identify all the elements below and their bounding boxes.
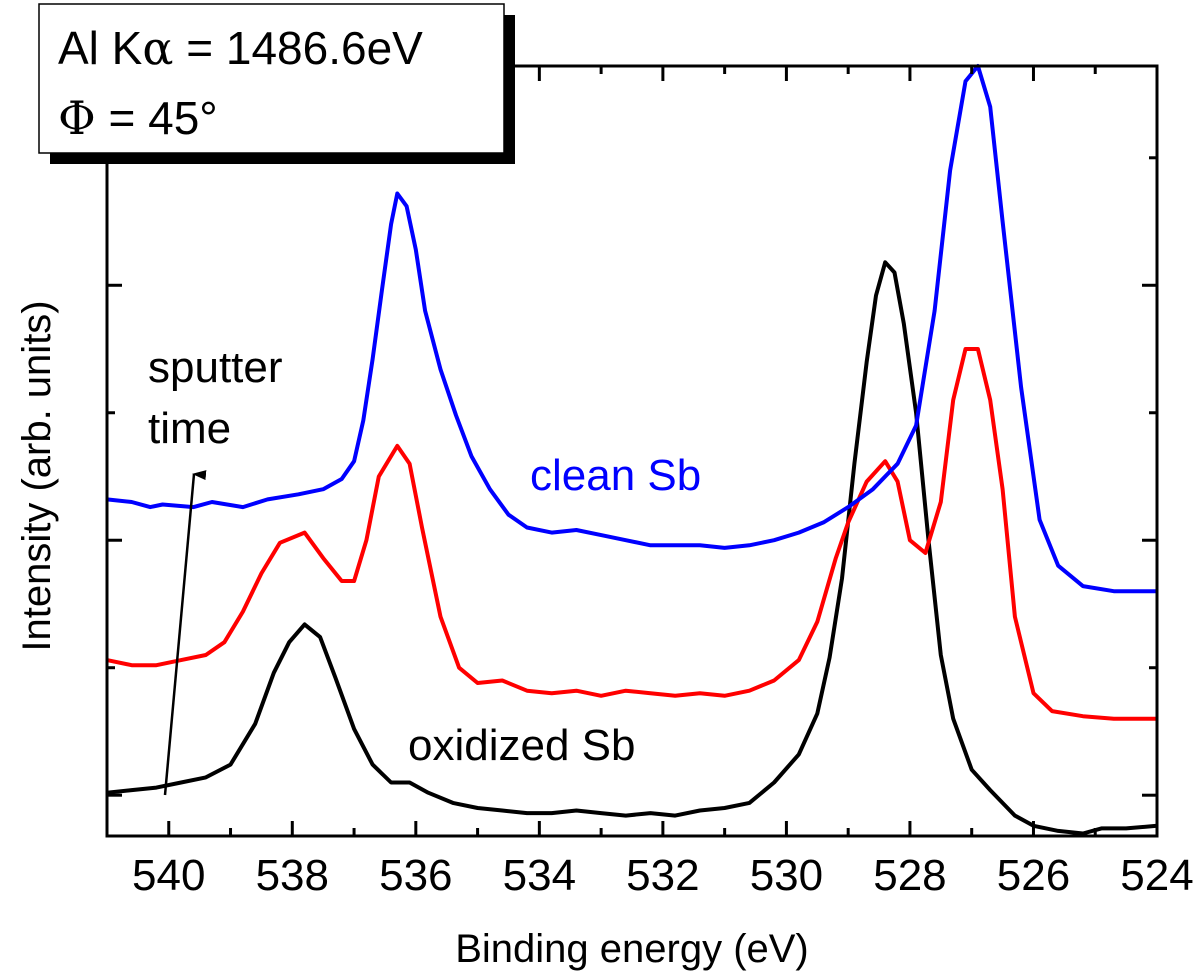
x-axis-title: Binding energy (eV) — [455, 927, 809, 971]
info-line1-suffix: = 1486.6eV — [173, 22, 423, 74]
sputter-time-label-line2: time — [148, 404, 231, 453]
series-line-clean-sb — [106, 64, 1157, 594]
info-line-angle: Φ = 45° — [58, 91, 218, 145]
x-tick-label: 534 — [503, 851, 576, 900]
series-layer — [106, 64, 1158, 836]
sputter-time-arrow-icon — [163, 470, 207, 796]
series-line-oxidized-sb — [106, 260, 1158, 836]
plot-frame — [105, 64, 1159, 838]
sputter-time-label-line1: sputter — [148, 343, 283, 392]
x-tick-label: 524 — [1120, 851, 1193, 900]
oxidized-sb-label: oxidized Sb — [408, 721, 635, 770]
x-tick-label: 526 — [997, 851, 1070, 900]
series-line-intermediate — [106, 347, 1157, 721]
x-tick-label: 528 — [873, 851, 946, 900]
x-tick-label: 532 — [626, 851, 699, 900]
clean-sb-label: clean Sb — [530, 451, 701, 500]
info-line1-greek: α — [142, 21, 173, 75]
info-line1-prefix: Al K — [58, 22, 143, 74]
info-line2-greek: Φ — [58, 91, 96, 145]
x-tick-label: 536 — [379, 851, 452, 900]
info-line-excitation: Al Kα = 1486.6eV — [58, 21, 423, 75]
info-line2-suffix: = 45° — [96, 92, 218, 144]
y-axis-title: Intensity (arb. units) — [15, 300, 59, 651]
x-tick-label: 538 — [256, 851, 329, 900]
x-tick-label: 540 — [132, 851, 205, 900]
x-tick-label: 530 — [750, 851, 823, 900]
x-tick-labels: 540 538 536 534 532 530 528 526 524 — [132, 851, 1194, 900]
info-box: Al Kα = 1486.6eV Φ = 45° — [38, 3, 515, 164]
info-box-frame — [38, 3, 505, 154]
